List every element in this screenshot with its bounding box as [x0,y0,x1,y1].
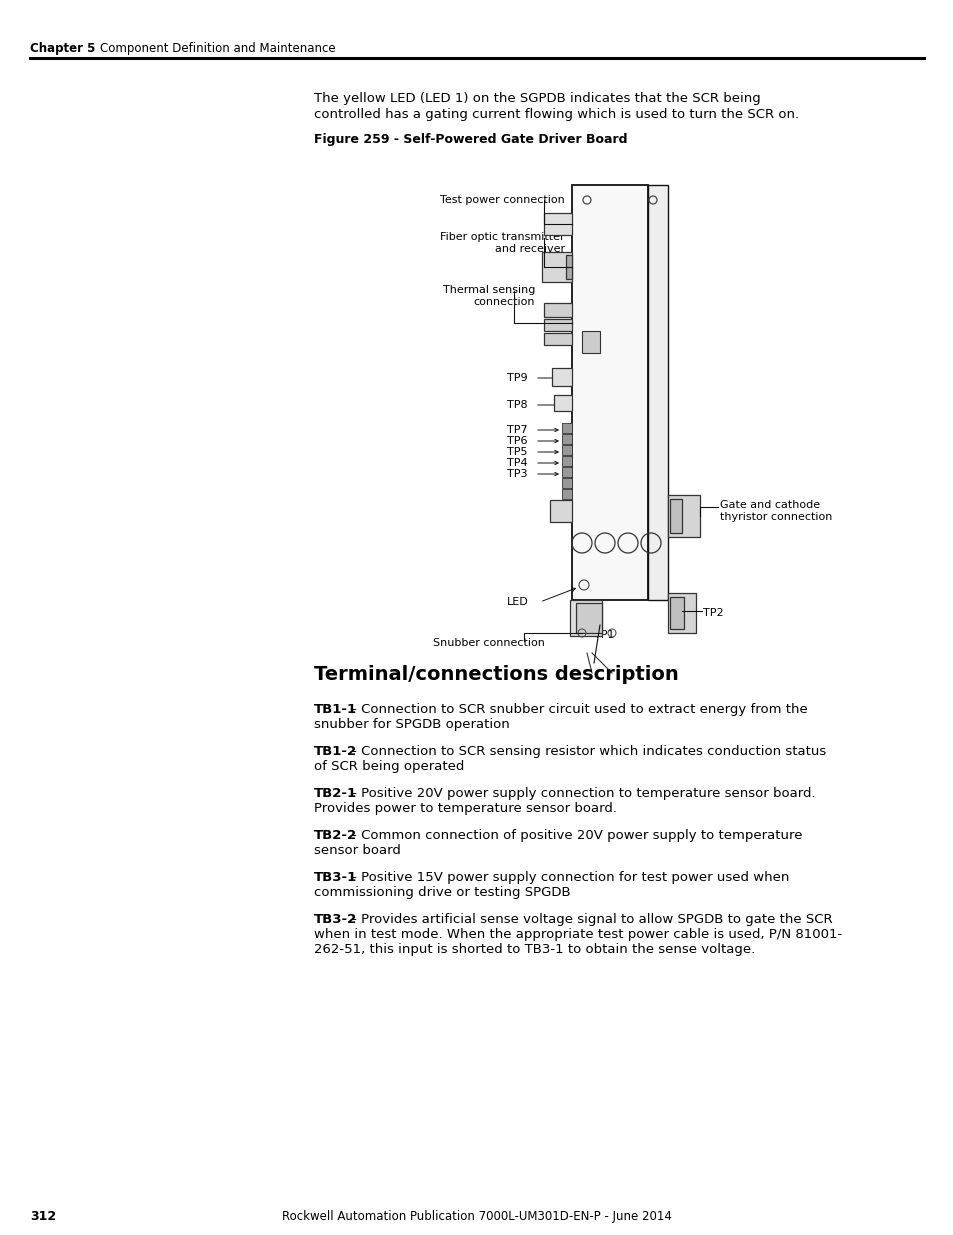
Text: – Provides artificial sense voltage signal to allow SPGDB to gate the SCR: – Provides artificial sense voltage sign… [346,913,832,926]
Bar [667,593,696,634]
Bar [569,600,601,636]
Text: Component Definition and Maintenance: Component Definition and Maintenance [100,42,335,56]
Text: TP6: TP6 [506,436,527,446]
Bar [543,319,572,331]
Bar [576,603,601,634]
Text: and receiver: and receiver [495,245,564,254]
Bar [543,303,572,317]
Bar [572,185,647,600]
Bar [554,395,572,411]
Text: Test power connection: Test power connection [439,195,564,205]
Bar [543,212,572,235]
Text: Gate and cathode: Gate and cathode [720,500,820,510]
Text: 262-51, this input is shorted to TB3-1 to obtain the sense voltage.: 262-51, this input is shorted to TB3-1 t… [314,944,755,956]
Bar [669,499,681,534]
Bar [561,424,572,433]
Text: when in test mode. When the appropriate test power cable is used, P/N 81001-: when in test mode. When the appropriate … [314,927,841,941]
Text: Rockwell Automation Publication 7000L-UM301D-EN-P - June 2014: Rockwell Automation Publication 7000L-UM… [282,1210,671,1223]
Bar [667,495,700,537]
Text: – Connection to SCR snubber circuit used to extract energy from the: – Connection to SCR snubber circuit used… [346,703,807,716]
Text: 312: 312 [30,1210,56,1223]
Text: connection: connection [473,296,535,308]
Text: TP5: TP5 [506,447,527,457]
Bar [647,185,667,600]
Text: Terminal/connections description: Terminal/connections description [314,664,678,684]
Bar [581,331,599,353]
Text: TP8: TP8 [506,400,527,410]
Text: Figure 259 - Self-Powered Gate Driver Board: Figure 259 - Self-Powered Gate Driver Bo… [314,133,627,146]
Text: TP4: TP4 [506,458,527,468]
Text: – Common connection of positive 20V power supply to temperature: – Common connection of positive 20V powe… [346,829,802,842]
Text: Thermal sensing: Thermal sensing [442,285,535,295]
Text: Provides power to temperature sensor board.: Provides power to temperature sensor boa… [314,802,617,815]
Text: TB3-1: TB3-1 [314,871,356,884]
Bar [561,433,572,445]
Bar [565,254,572,279]
Bar [669,597,683,629]
Text: Snubber connection: Snubber connection [433,638,544,648]
Text: TB2-1: TB2-1 [314,787,356,800]
Bar [561,467,572,477]
Text: of SCR being operated: of SCR being operated [314,760,464,773]
Bar [561,489,572,499]
Text: Chapter 5: Chapter 5 [30,42,95,56]
Text: TP1: TP1 [594,630,614,640]
Bar [552,368,572,387]
Text: Fiber optic transmitter: Fiber optic transmitter [440,232,564,242]
Text: TB3-2: TB3-2 [314,913,356,926]
Bar [561,478,572,488]
Text: TP9: TP9 [506,373,527,383]
Text: TP3: TP3 [506,469,527,479]
Text: TB1-2: TB1-2 [314,745,356,758]
Text: commissioning drive or testing SPGDB: commissioning drive or testing SPGDB [314,885,570,899]
Text: TB1-1: TB1-1 [314,703,356,716]
Text: thyristor connection: thyristor connection [720,513,832,522]
Bar [541,252,572,282]
Bar [561,445,572,454]
Text: – Positive 15V power supply connection for test power used when: – Positive 15V power supply connection f… [346,871,789,884]
Text: TB2-2: TB2-2 [314,829,356,842]
Text: TP7: TP7 [506,425,527,435]
Text: snubber for SPGDB operation: snubber for SPGDB operation [314,718,509,731]
Text: sensor board: sensor board [314,844,400,857]
Text: controlled has a gating current flowing which is used to turn the SCR on.: controlled has a gating current flowing … [314,107,799,121]
Text: – Connection to SCR sensing resistor which indicates conduction status: – Connection to SCR sensing resistor whi… [346,745,826,758]
Text: TP2: TP2 [702,608,723,618]
Text: – Positive 20V power supply connection to temperature sensor board.: – Positive 20V power supply connection t… [346,787,815,800]
Text: The yellow LED (LED 1) on the SGPDB indicates that the SCR being: The yellow LED (LED 1) on the SGPDB indi… [314,91,760,105]
Bar [561,456,572,466]
Text: LED: LED [506,597,528,606]
Bar [550,500,572,522]
Bar [543,333,572,345]
